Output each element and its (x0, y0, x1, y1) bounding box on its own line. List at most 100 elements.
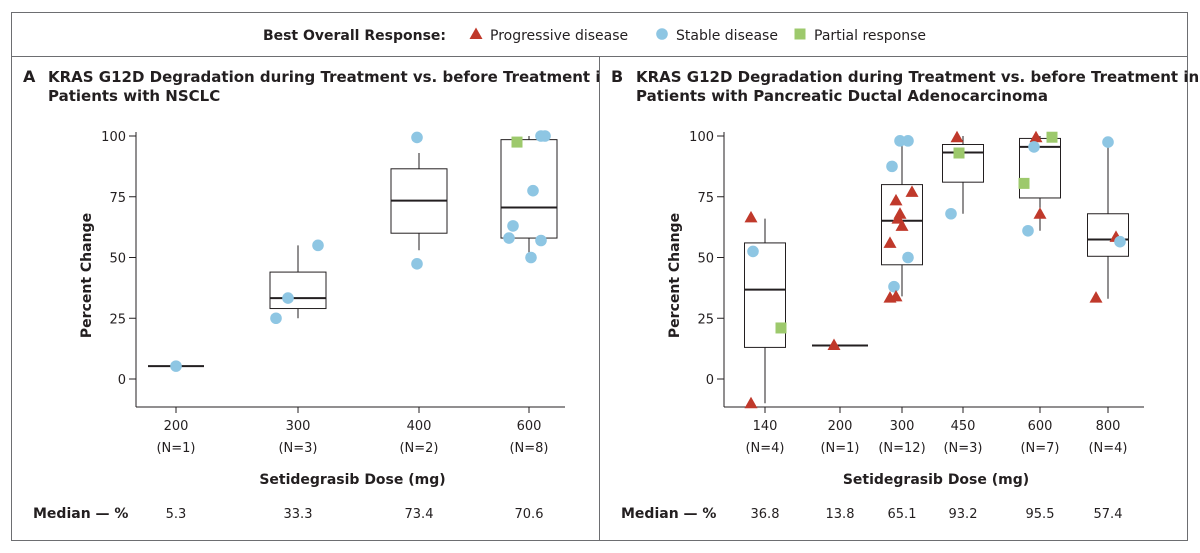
legend-marker-progressive (469, 27, 483, 39)
box-iqr (881, 184, 923, 266)
y-tick-label: 100 (689, 130, 714, 145)
x-tick-label: 600 (1028, 419, 1053, 434)
data-point-stable (411, 258, 423, 270)
y-tick-label: 25 (697, 312, 714, 327)
median-value: 5.3 (166, 507, 187, 522)
median-value: 65.1 (888, 507, 917, 522)
x-tick-n-label: (N=3) (278, 441, 317, 456)
panel-letter: B (611, 67, 623, 86)
data-point-stable (1102, 136, 1114, 148)
data-point-stable (535, 234, 547, 247)
box-iqr (1087, 213, 1129, 257)
median-row-label: Median — % (621, 506, 716, 522)
y-tick-label: 50 (109, 252, 126, 267)
panel-title-line: KRAS G12D Degradation during Treatment v… (636, 68, 1199, 86)
data-point-partial (1046, 131, 1058, 143)
x-tick-label: 300 (286, 419, 311, 434)
x-tick-label: 140 (753, 419, 778, 434)
data-point-stable (1114, 235, 1126, 248)
legend-items: Progressive disease Stable disease Partial… (469, 27, 926, 44)
data-point-stable (312, 239, 324, 252)
data-point-stable (894, 135, 906, 147)
box-iqr (744, 242, 786, 348)
x-tick-n-label: (N=1) (820, 441, 859, 456)
panel-title-line: KRAS G12D Degradation during Treatment v… (48, 68, 611, 86)
data-point-progressive (950, 130, 964, 143)
x-tick-n-label: (N=4) (1088, 441, 1127, 456)
x-tick-n-label: (N=8) (509, 441, 548, 456)
data-point-stable (525, 251, 537, 264)
x-tick-n-label: (N=7) (1020, 441, 1059, 456)
panel-title-line: Patients with Pancreatic Ductal Adenocar… (636, 87, 1048, 105)
median-value: 57.4 (1094, 507, 1123, 522)
y-tick-label: 75 (697, 191, 714, 206)
panel-title-line: Patients with NSCLC (48, 87, 220, 105)
legend-label-progressive: Progressive disease (490, 28, 628, 44)
x-tick-label: 800 (1096, 419, 1121, 434)
data-point-progressive (1029, 130, 1043, 143)
data-point-stable (886, 160, 898, 173)
data-point-stable (945, 207, 957, 220)
y-axis-title: Percent Change (667, 213, 683, 338)
data-point-stable (282, 292, 294, 304)
data-point-partial (775, 322, 787, 334)
data-point-stable (270, 312, 282, 325)
data-point-progressive (744, 210, 758, 223)
x-axis-title: Setidegrasib Dose (mg) (259, 472, 445, 488)
legend-label-partial: Partial response (814, 28, 926, 44)
x-tick-label: 200 (164, 419, 189, 434)
y-tick-label: 50 (697, 252, 714, 267)
x-tick-n-label: (N=3) (943, 441, 982, 456)
y-axis-title: Percent Change (79, 213, 95, 338)
data-point-stable (527, 184, 539, 197)
x-tick-n-label: (N=2) (399, 441, 438, 456)
y-tick-label: 25 (109, 312, 126, 327)
data-point-stable (747, 245, 759, 258)
data-point-stable (1028, 141, 1040, 153)
data-point-progressive (905, 185, 919, 197)
data-point-stable (507, 220, 519, 232)
data-point-progressive (895, 219, 909, 231)
panel-a: A KRAS G12D Degradation during Treatment … (23, 67, 611, 522)
panel-letter: A (23, 67, 36, 86)
panel-b: B KRAS G12D Degradation during Treatment … (611, 67, 1199, 522)
data-point-partial (953, 147, 965, 159)
x-tick-label: 600 (517, 419, 542, 434)
data-point-stable (539, 130, 551, 142)
y-tick-label: 100 (101, 130, 126, 145)
box-iqr (269, 271, 327, 310)
y-tick-label: 0 (706, 373, 714, 388)
legend-label-stable: Stable disease (676, 28, 778, 44)
data-point-stable (503, 232, 515, 244)
data-point-stable (888, 280, 900, 293)
data-point-stable (902, 135, 914, 147)
median-value: 73.4 (405, 507, 434, 522)
box-iqr (500, 139, 558, 239)
x-tick-label: 450 (951, 419, 976, 434)
data-point-progressive (1033, 207, 1047, 219)
data-point-progressive (883, 236, 897, 248)
data-point-stable (1022, 224, 1034, 237)
median-value: 13.8 (826, 507, 855, 522)
median-value: 93.2 (949, 507, 978, 522)
data-point-stable (411, 131, 423, 144)
data-point-stable (170, 360, 182, 372)
data-point-progressive (827, 338, 841, 350)
legend: Best Overall Response: Progressive disea… (263, 27, 926, 44)
x-tick-label: 400 (407, 419, 432, 434)
y-tick-label: 75 (109, 191, 126, 206)
median-value: 70.6 (515, 507, 544, 522)
x-tick-n-label: (N=4) (745, 441, 784, 456)
y-tick-label: 0 (118, 373, 126, 388)
x-axis-title: Setidegrasib Dose (mg) (843, 472, 1029, 488)
legend-marker-stable (656, 28, 668, 40)
data-point-partial (511, 136, 523, 148)
median-row-label: Median — % (33, 506, 128, 522)
median-value: 36.8 (751, 507, 780, 522)
legend-marker-partial (794, 28, 806, 40)
x-tick-n-label: (N=12) (878, 441, 925, 456)
data-point-stable (902, 251, 914, 264)
data-point-progressive (889, 193, 903, 206)
data-point-progressive (889, 289, 903, 302)
